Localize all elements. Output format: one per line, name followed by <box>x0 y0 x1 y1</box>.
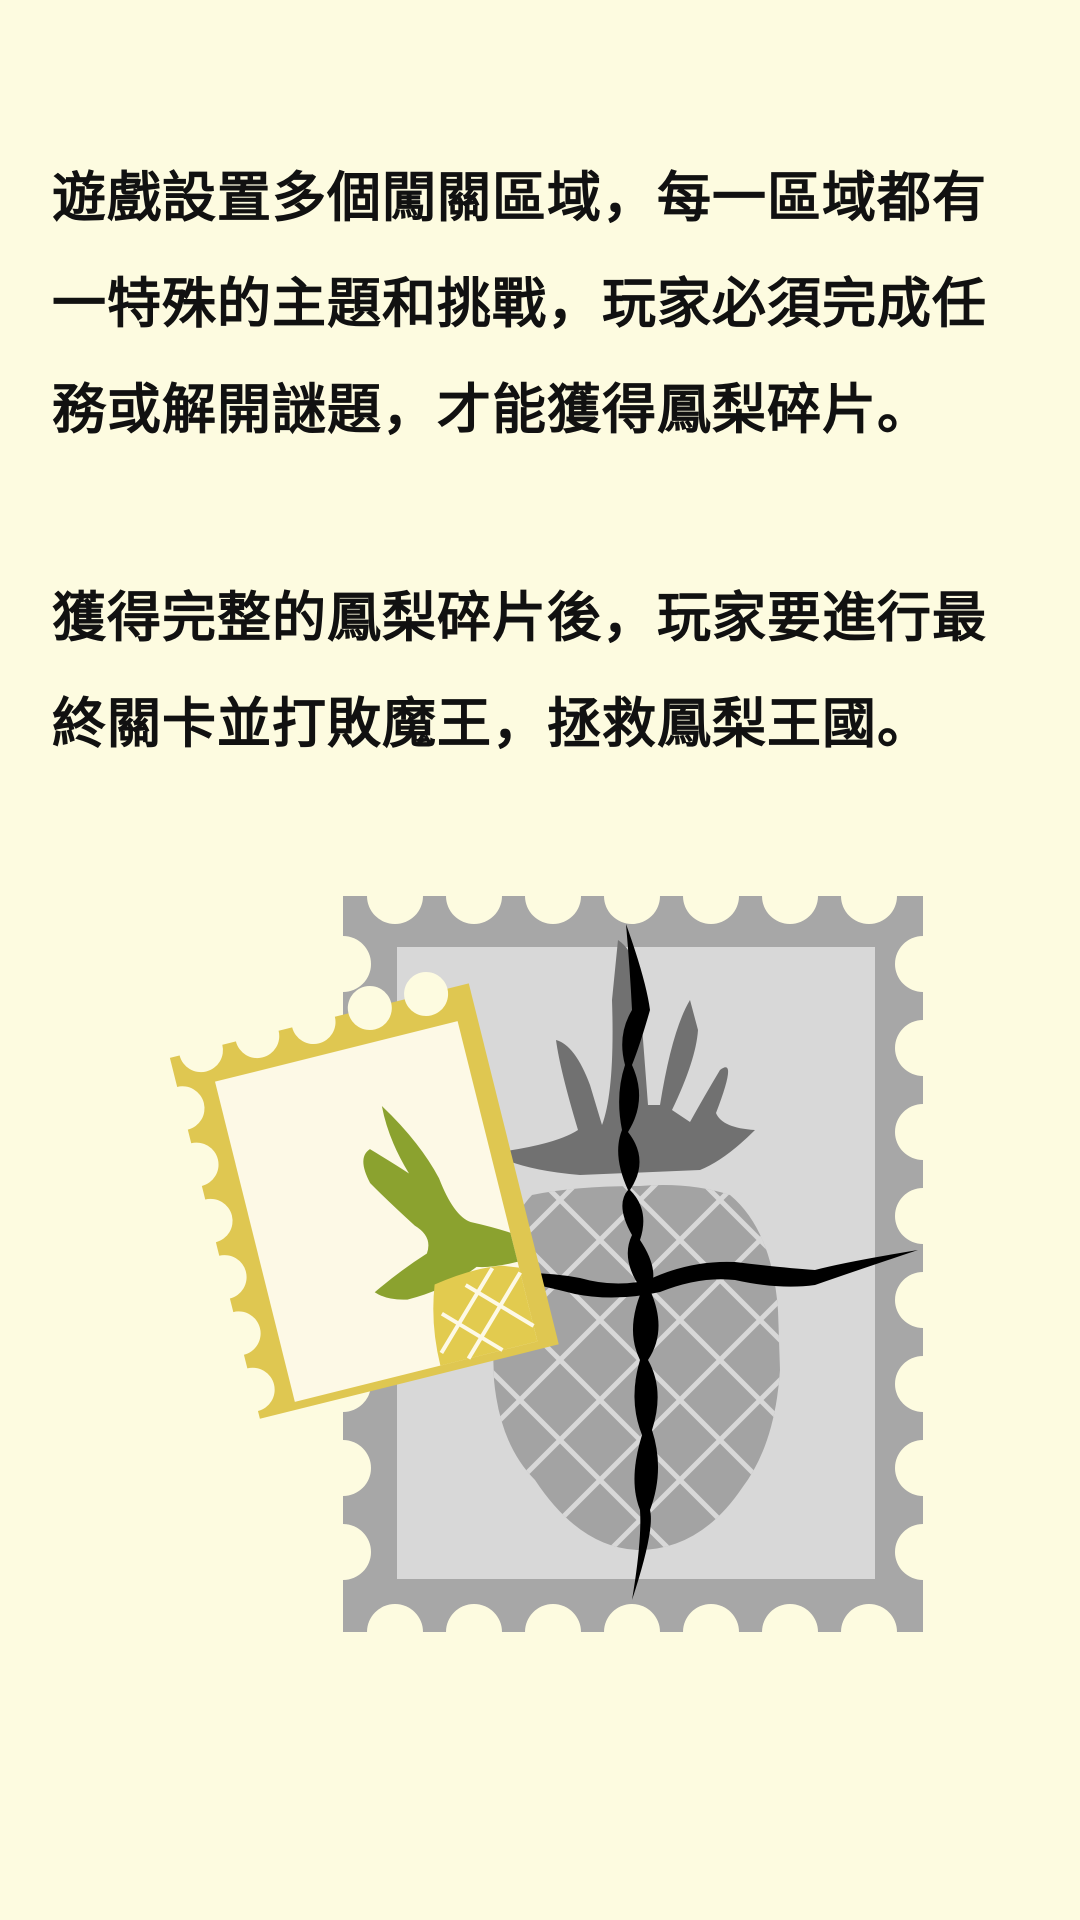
paragraph-1-line-2: 一特殊的主題和挑戰，玩家必須完成任 <box>52 272 987 335</box>
paragraph-2-line-2: 終關卡並打敗魔王，拯救鳳梨王國。 <box>52 692 932 755</box>
stamp-illustration <box>0 860 1080 1660</box>
paragraph-2-line-1: 獲得完整的鳳梨碎片後，玩家要進行最 <box>52 586 987 649</box>
story-paragraph-2: 獲得完整的鳳梨碎片後，玩家要進行最 終關卡並打敗魔王，拯救鳳梨王國。 <box>52 565 1042 777</box>
story-paragraph-1: 遊戲設置多個闖關區域，每一區域都有 一特殊的主題和挑戰，玩家必須完成任 務或解開… <box>52 145 1042 463</box>
paragraph-1-line-3: 務或解開謎題，才能獲得鳳梨碎片。 <box>52 378 932 441</box>
pineapple-fragment-stamp-icon <box>160 971 559 1419</box>
paragraph-1-line-1: 遊戲設置多個闖關區域，每一區域都有 <box>52 166 987 229</box>
